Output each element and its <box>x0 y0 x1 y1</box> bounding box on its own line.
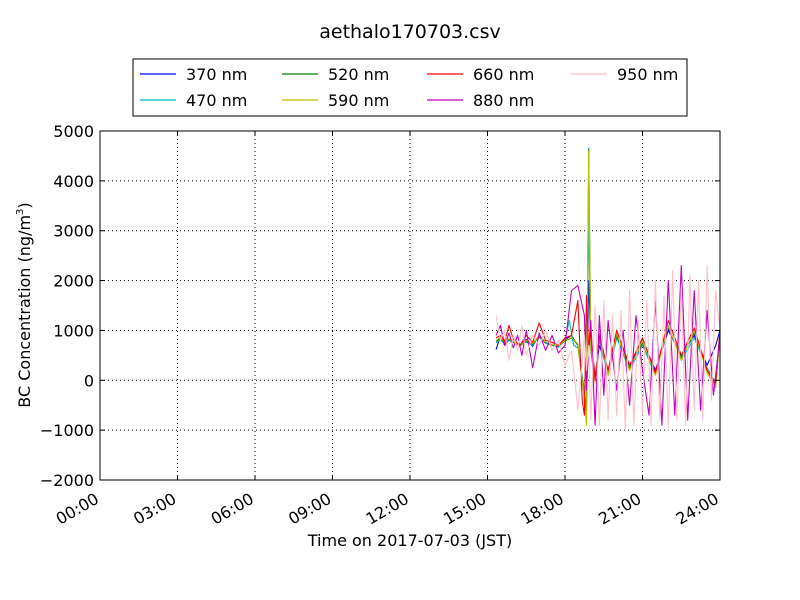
y-tick-label: 5000 <box>53 122 94 141</box>
y-axis-label: BC Concentration (ng/m3) <box>15 202 34 407</box>
y-tick-label: 3000 <box>53 222 94 241</box>
y-axis-label-tail: ) <box>15 202 34 208</box>
series-line-660-nm <box>495 294 721 416</box>
y-tick-label: 2000 <box>53 272 94 291</box>
y-tick-label: −1000 <box>40 421 94 440</box>
legend-label-880-nm: 880 nm <box>473 91 534 110</box>
legend-label-660-nm: 660 nm <box>473 65 534 84</box>
x-axis-label: Time on 2017-07-03 (JST) <box>307 531 512 550</box>
legend-entries: 370 nm 470 nm 520 nm 590 nm 660 nm 880 nm 950 … <box>140 65 678 110</box>
legend-label-520-nm: 520 nm <box>328 65 389 84</box>
legend: 370 nm 470 nm 520 nm 590 nm 660 nm 880 nm 950 … <box>132 58 688 117</box>
y-axis-label-main: BC Concentration (ng/m <box>15 215 34 408</box>
legend-label-950-nm: 950 nm <box>617 65 678 84</box>
y-tick-label: 1000 <box>53 321 94 340</box>
y-axis-label-superscript: 3 <box>15 209 26 215</box>
legend-label-590-nm: 590 nm <box>328 91 389 110</box>
y-tick-label: 4000 <box>53 172 94 191</box>
legend-label-470-nm: 470 nm <box>186 91 247 110</box>
legend-label-370-nm: 370 nm <box>186 65 247 84</box>
y-tick-label: −2000 <box>40 471 94 490</box>
series-line-950-nm <box>495 265 721 431</box>
legend-box <box>132 58 688 117</box>
chart-title: aethalo170703.csv <box>319 21 501 43</box>
y-tick-label: 0 <box>84 371 94 390</box>
series-layer <box>495 147 721 431</box>
series-line-880-nm <box>495 265 721 426</box>
